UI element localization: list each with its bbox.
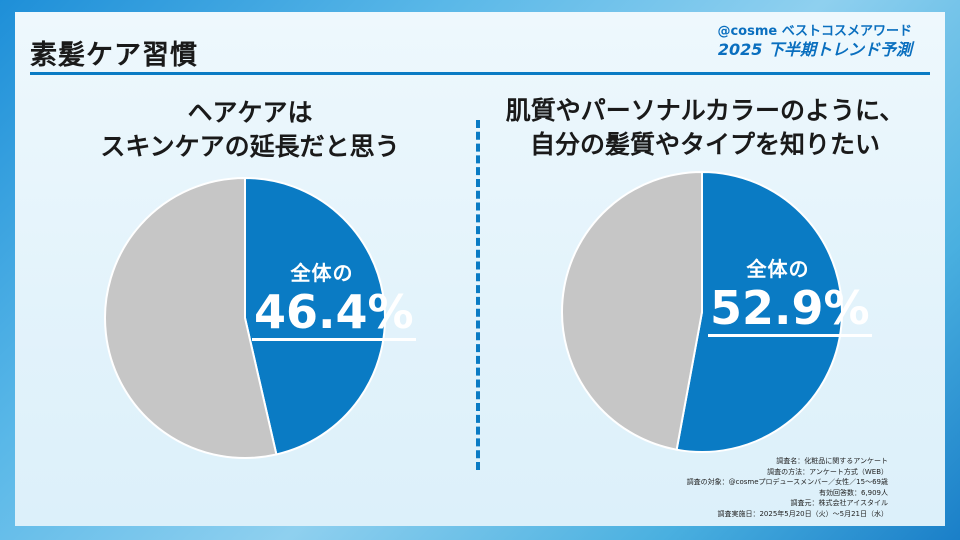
footnote-line: 調査元：株式会社アイスタイル	[790, 499, 888, 507]
pie-label-prefix: 全体の	[290, 261, 354, 285]
dashed-divider	[476, 120, 480, 470]
brand-block: @cosme ベストコスメアワード 2025 下半期トレンド予測	[717, 24, 912, 60]
pie-label-left: 全体の 46.4%	[252, 257, 416, 342]
page-title: 素髪ケア習慣	[30, 40, 198, 71]
footnote-line: 有効回答数：6,909人	[818, 488, 888, 497]
pie2-slice-2	[561, 170, 703, 451]
brand-line-1: @cosme ベストコスメアワード	[717, 24, 912, 39]
footnote-line: 調査の対象：@cosmeプロデュースメンバー／女性／15〜69歳	[686, 478, 888, 486]
chart-title-right: 肌質やパーソナルカラーのように、 自分の髪質やタイプを知りたい	[505, 96, 905, 159]
pie1-slice-1	[244, 176, 386, 456]
pie-label-right: 全体の 52.9%	[708, 253, 872, 338]
survey-footnote: 調査名：化粧品に関するアンケート 調査の方法：アンケート方式（WEB） 調査の対…	[687, 456, 888, 519]
pie-value-left: 46.4%	[252, 288, 416, 342]
chart-title-left: ヘアケアは スキンケアの延長だと思う	[100, 98, 400, 161]
pie1-slice-2	[104, 176, 278, 459]
pie-label-prefix: 全体の	[746, 257, 810, 281]
footnote-line: 調査名：化粧品に関するアンケート	[776, 457, 888, 465]
brand-line-2: 2025 下半期トレンド予測	[717, 40, 912, 60]
pie2-slice-1	[675, 170, 843, 453]
pie-value-right: 52.9%	[708, 284, 872, 338]
title-rule	[30, 72, 930, 75]
footnote-line: 調査の方法：アンケート方式（WEB）	[767, 467, 888, 476]
footnote-line: 調査実施日：2025年5月20日（火）〜5月21日（水）	[717, 509, 888, 518]
